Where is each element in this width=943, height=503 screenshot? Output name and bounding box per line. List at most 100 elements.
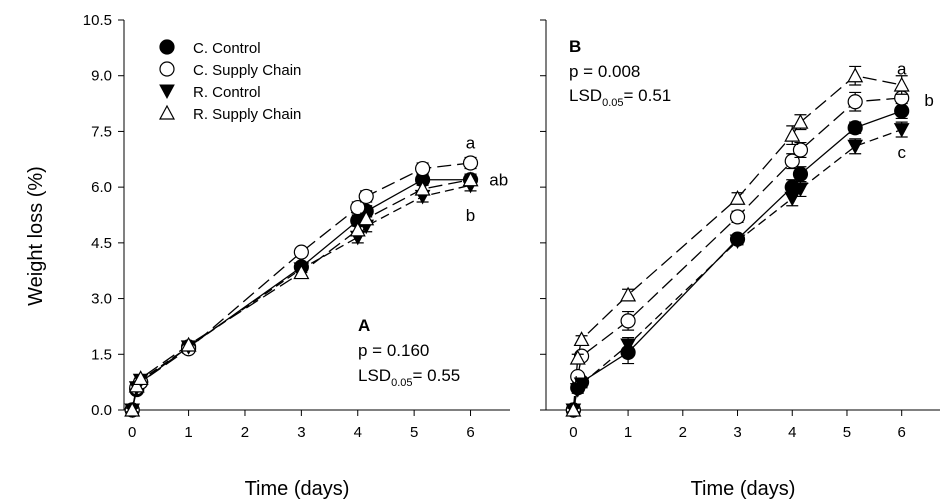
panel-b-lsd: LSD0.05= 0.51 xyxy=(569,86,671,109)
data-point xyxy=(893,76,910,92)
panel-a-significance-letter: ab xyxy=(489,171,508,190)
data-point xyxy=(358,188,374,205)
panel-b-stats: B p = 0.008 LSD0.05= 0.51 xyxy=(569,37,671,109)
panel-a-x-tick-label: 2 xyxy=(241,424,249,441)
panel-b-series-r-control xyxy=(565,121,910,419)
series-line xyxy=(572,128,902,411)
data-point xyxy=(573,377,590,393)
panel-a-series-r-supply-chain xyxy=(124,171,479,417)
data-point xyxy=(893,123,910,138)
legend-symbol xyxy=(159,39,175,55)
data-point xyxy=(784,126,801,142)
data-point xyxy=(414,180,431,196)
panel-a-y-tick-label: 0.0 xyxy=(91,402,112,419)
legend-marker-r-control xyxy=(159,84,175,100)
data-point xyxy=(792,166,809,182)
data-point xyxy=(847,67,864,83)
data-point xyxy=(792,113,809,129)
panel-a-x-tick-label: 4 xyxy=(354,424,362,441)
panel-a-x-axis-title: Time (days) xyxy=(245,478,350,500)
data-point xyxy=(729,234,746,250)
data-point xyxy=(358,210,375,226)
legend-label-c-control: C. Control xyxy=(193,40,261,57)
data-point xyxy=(847,120,863,136)
panel-a-stats: A p = 0.160 LSD0.05= 0.55 xyxy=(358,316,460,389)
legend-marker-c-supply-chain xyxy=(159,61,175,77)
panel-b-series-c-supply-chain xyxy=(565,88,910,418)
panel-a-x-tick-label: 1 xyxy=(184,424,192,441)
panel-a-y-tick-label: 7.5 xyxy=(91,123,112,140)
data-point xyxy=(620,338,636,354)
panel-b-x-tick-label: 4 xyxy=(788,424,796,441)
panel-a-x-tick-label: 0 xyxy=(128,424,136,441)
legend-symbol xyxy=(158,104,176,120)
data-point xyxy=(620,313,636,329)
data-point xyxy=(784,191,801,207)
data-point xyxy=(132,370,149,386)
legend-marker-r-supply-chain xyxy=(158,104,176,120)
panel-b-series-c-control xyxy=(565,102,910,418)
data-point xyxy=(462,171,479,187)
data-point xyxy=(414,160,431,177)
data-point xyxy=(729,190,746,205)
data-point xyxy=(293,264,310,280)
data-point xyxy=(124,401,141,417)
legend-item: C. Supply Chain xyxy=(159,61,301,79)
data-point xyxy=(847,139,864,155)
panel-b-series-r-supply-chain xyxy=(565,65,910,417)
series-line xyxy=(572,110,902,411)
panel-a-x-tick-label: 3 xyxy=(297,424,305,441)
data-point xyxy=(293,244,309,260)
panel-a-p-value: p = 0.160 xyxy=(358,341,429,360)
panel-b-letter: B xyxy=(569,37,581,56)
data-point xyxy=(128,377,145,393)
legend: C. Control C. Supply Chain R. Control R.… xyxy=(158,39,301,123)
legend-label-r-supply-chain: R. Supply Chain xyxy=(193,106,301,123)
panel-a-y-tick-label: 6.0 xyxy=(91,179,112,196)
data-point xyxy=(792,182,809,198)
panel-a-x-tick-label: 6 xyxy=(466,424,474,441)
panel-b-p-value: p = 0.008 xyxy=(569,62,640,81)
legend-symbol xyxy=(159,84,175,100)
data-point xyxy=(620,286,637,302)
panel-b-x-tick-label: 6 xyxy=(898,424,906,441)
data-point xyxy=(569,349,586,365)
panel-b-x-tick-label: 1 xyxy=(624,424,632,441)
panel-a-letter: A xyxy=(358,316,370,335)
legend-item: R. Control xyxy=(159,84,261,101)
panel-a-x-tick-label: 5 xyxy=(410,424,418,441)
panel-a-lsd: LSD0.05= 0.55 xyxy=(358,366,460,389)
data-point xyxy=(573,331,590,347)
data-point xyxy=(350,199,366,216)
y-axis-title: Weight loss (%) xyxy=(25,166,47,306)
panel-a: 0 1 2 3 4 5 6 0.0 1.5 3.0 4.5 6.0 7.5 9.0 10.5 Time (da… xyxy=(83,12,510,500)
panel-b: 0 1 2 3 4 5 6 Time (days) ab c xyxy=(540,19,940,500)
panel-b-significance-letter: c xyxy=(897,143,906,162)
data-point xyxy=(729,209,746,225)
data-point xyxy=(792,142,809,158)
legend-item: R. Supply Chain xyxy=(158,104,301,123)
legend-symbol xyxy=(159,61,175,77)
data-point xyxy=(565,401,582,417)
panel-b-x-tick-label: 5 xyxy=(843,424,851,441)
panel-b-x-tick-label: 0 xyxy=(569,424,577,441)
legend-label-r-control: R. Control xyxy=(193,84,261,101)
data-point xyxy=(180,336,197,352)
legend-marker-c-control xyxy=(159,39,175,55)
data-point xyxy=(349,221,366,237)
panel-a-significance-letter: a xyxy=(466,134,476,153)
panel-a-y-tick-label: 4.5 xyxy=(91,235,112,252)
panel-b-x-tick-label: 2 xyxy=(679,424,687,441)
legend-label-c-supply-chain: C. Supply Chain xyxy=(193,62,301,79)
panel-a-significance-letter: b xyxy=(466,206,475,225)
data-point xyxy=(462,155,479,171)
panel-b-significance-letter: a xyxy=(897,59,907,78)
panel-b-significance-letter: b xyxy=(924,91,933,110)
panel-a-y-tick-label: 3.0 xyxy=(91,291,112,308)
panel-a-y-tick-label: 10.5 xyxy=(83,12,112,29)
panel-b-x-axis-title: Time (days) xyxy=(691,478,796,500)
panel-a-y-tick-label: 9.0 xyxy=(91,68,112,85)
data-point xyxy=(847,94,863,110)
panel-b-x-tick-label: 3 xyxy=(733,424,741,441)
